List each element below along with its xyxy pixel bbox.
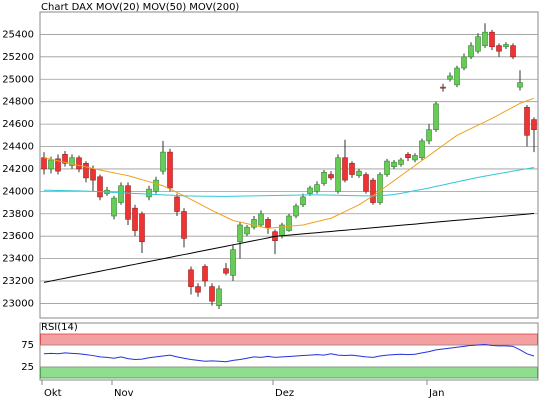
y-tick-label: 23000 (2, 298, 34, 309)
candle-body (181, 211, 187, 239)
candle-body (433, 103, 439, 130)
candle-body (356, 170, 362, 176)
candle-body (41, 157, 47, 170)
candle-body (83, 163, 89, 179)
candle-body (167, 151, 173, 189)
oversold-band (40, 366, 538, 379)
candle-body (489, 31, 495, 48)
candle-body (482, 31, 488, 46)
candle-body (307, 187, 313, 194)
y-tick-label: 23600 (2, 231, 34, 242)
candle-body (363, 174, 369, 192)
rsi-title: RSI(14) (41, 322, 78, 333)
candle-body (216, 288, 222, 306)
candle-body (90, 168, 96, 181)
candle-body (251, 219, 257, 228)
candle-body (188, 269, 194, 287)
candle-body (202, 266, 208, 282)
candle-body (391, 161, 397, 167)
y-tick-label: 23200 (2, 276, 34, 287)
candle-body (370, 179, 376, 203)
candle-body (69, 157, 75, 166)
y-tick-label: 25400 (2, 29, 34, 40)
candle-body (342, 157, 348, 181)
chart-title: Chart DAX (41, 2, 93, 13)
candle-body (118, 185, 124, 203)
y-tick-label: 75 (21, 340, 34, 351)
candle-body (384, 160, 390, 175)
candle-body (230, 249, 236, 276)
y-tick-label: 24400 (2, 142, 34, 153)
candle-body (496, 45, 502, 52)
y-tick-label: 25 (21, 362, 34, 373)
candle-body (503, 44, 509, 48)
candle-body (405, 154, 411, 159)
y-tick-label: 25200 (2, 52, 34, 63)
candle-body (160, 151, 166, 172)
candle-body (174, 196, 180, 212)
y-tick-label: 24600 (2, 119, 34, 130)
candle-body (223, 268, 229, 274)
candle-body (125, 185, 131, 220)
moving-average-line (44, 166, 535, 197)
candle-body (139, 213, 145, 243)
candle-body (97, 176, 103, 198)
candle-body (349, 163, 355, 175)
legend-label: MOV(50) (143, 2, 187, 13)
candle-body (440, 86, 446, 89)
candle-body (475, 36, 481, 52)
y-tick-label: 24200 (2, 164, 34, 175)
candle-body (146, 188, 152, 198)
y-tick-label: 23800 (2, 209, 34, 220)
candle-body (293, 205, 299, 217)
x-tick-label: Okt (44, 388, 62, 399)
candle-body (265, 219, 271, 228)
candle-body (314, 184, 320, 192)
candle-body (258, 213, 264, 226)
candle-body (321, 171, 327, 184)
overbought-band (40, 333, 538, 346)
legend-label: MOV(20) (96, 2, 140, 13)
candle-body (468, 45, 474, 58)
y-tick-label: 25000 (2, 74, 34, 85)
candle-body (55, 158, 61, 172)
candle-body (132, 207, 138, 231)
x-tick-label: Jan (428, 388, 444, 399)
candle-body (461, 56, 467, 69)
candle-body (153, 179, 159, 192)
candle-body (62, 154, 68, 164)
x-tick-label: Nov (114, 388, 134, 399)
y-tick-label: 24800 (2, 97, 34, 108)
y-tick-label: 24000 (2, 186, 34, 197)
candle-body (244, 226, 250, 235)
candle-body (454, 67, 460, 86)
candle-body (426, 129, 432, 142)
candle-body (524, 106, 530, 136)
candle-body (300, 196, 306, 206)
candle-body (328, 174, 334, 179)
moving-average-line (43, 97, 535, 229)
candle-body (76, 157, 82, 170)
candle-body (111, 197, 117, 217)
candle-body (531, 119, 537, 130)
moving-average-line (43, 212, 535, 283)
candle-body (335, 157, 341, 192)
candle-body (412, 155, 418, 161)
candle-body (237, 224, 243, 243)
x-tick-label: Dez (275, 388, 294, 399)
candle-body (209, 286, 215, 302)
candle-body (286, 215, 292, 231)
candle-body (377, 174, 383, 203)
candle-body (419, 140, 425, 159)
candle-body (398, 159, 404, 165)
candle-body (48, 159, 54, 170)
y-tick-label: 23400 (2, 254, 34, 265)
candle-body (517, 82, 523, 88)
candle-body (447, 75, 453, 80)
legend-label: MOV(200) (189, 2, 239, 13)
candle-body (510, 45, 516, 58)
candle-body (195, 286, 201, 293)
rsi-line (43, 344, 535, 363)
